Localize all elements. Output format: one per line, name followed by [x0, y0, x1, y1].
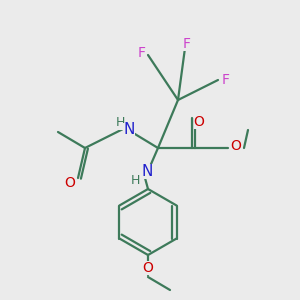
Text: H: H — [130, 173, 140, 187]
Text: H: H — [115, 116, 125, 130]
Text: F: F — [138, 46, 146, 60]
Text: O: O — [142, 261, 153, 275]
Text: F: F — [183, 37, 191, 51]
Text: N: N — [123, 122, 135, 137]
Text: O: O — [64, 176, 75, 190]
Text: O: O — [231, 139, 242, 153]
Text: N: N — [141, 164, 153, 178]
Text: O: O — [194, 115, 204, 129]
Text: F: F — [222, 73, 230, 87]
